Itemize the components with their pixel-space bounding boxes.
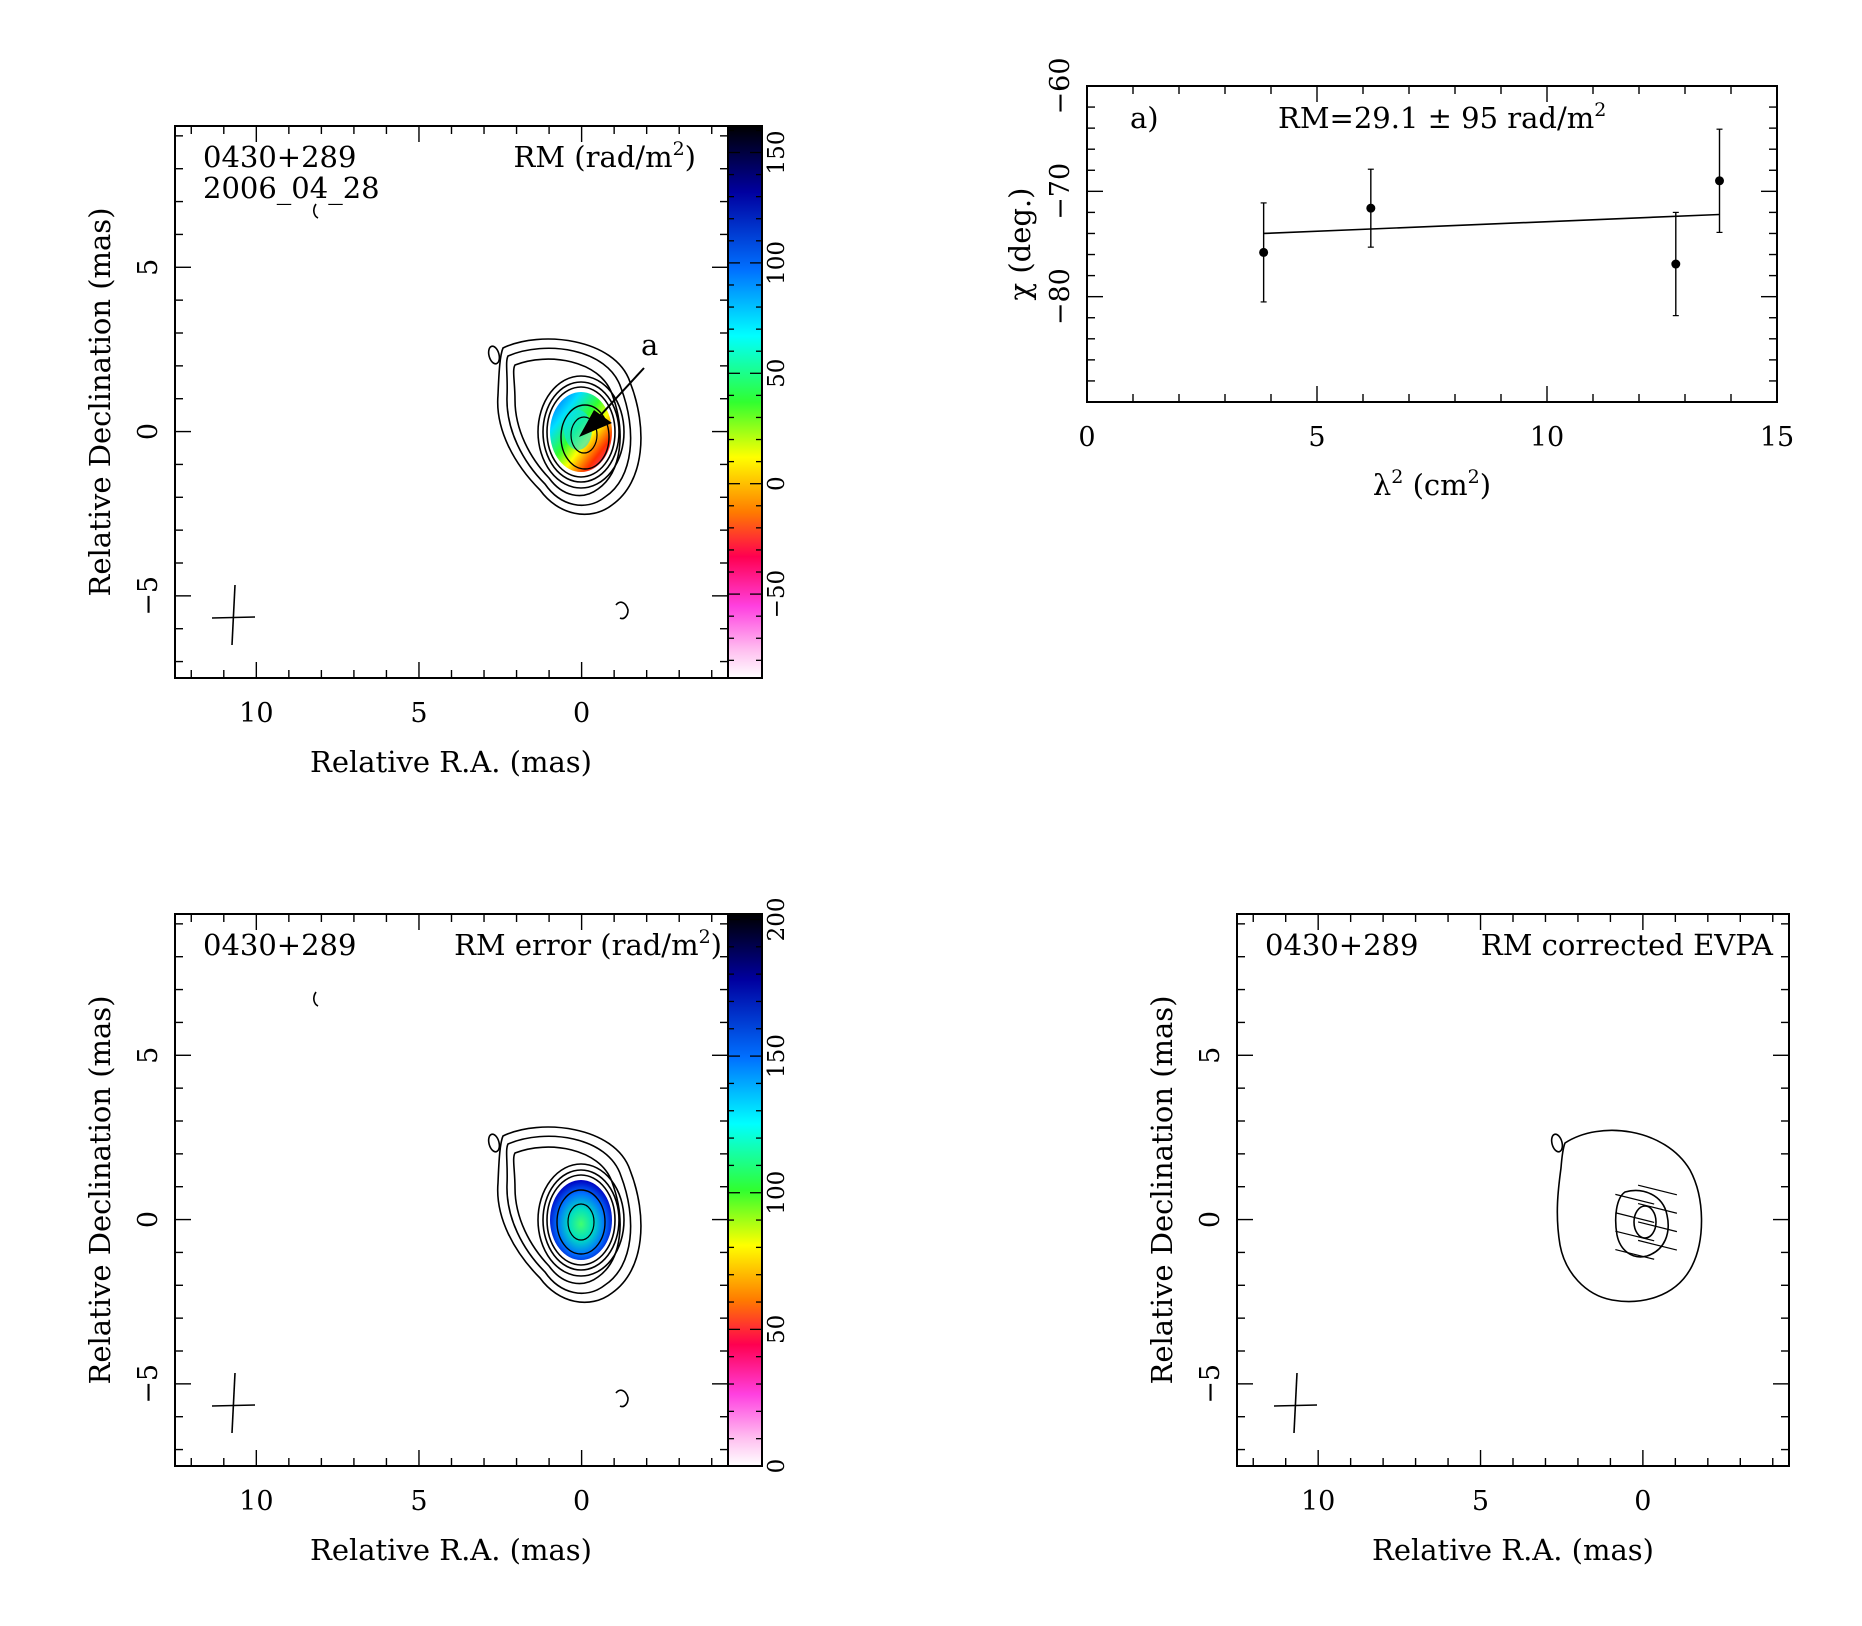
- rm-fit-label: a): [1130, 101, 1159, 135]
- data-point: [1715, 176, 1724, 186]
- rm-map-color-region: [550, 392, 612, 472]
- rm-fit-frame: [1086, 85, 1778, 403]
- rm-fit-points: [1259, 128, 1724, 317]
- x-tick-label: 0: [573, 698, 590, 729]
- rm-map-title: RM (rad/m2): [514, 138, 696, 174]
- region-a-label: a: [641, 328, 658, 362]
- evpa-map-beam: [1273, 1372, 1318, 1434]
- rm-map-colorbar: −50 0 50 100 150: [727, 125, 790, 679]
- y-tick-label: 0: [133, 423, 164, 440]
- rm-fit-xlabel: λ2 (cm2): [1373, 466, 1491, 502]
- colorbar-tick-label: 0: [764, 1459, 790, 1474]
- colorbar-tick-label: 50: [764, 1315, 790, 1344]
- y-tick-label: −5: [133, 1364, 164, 1404]
- evpa-map-panel: 10 5 0 −5 0 5 0430+289 RM corrected EVPA Rela…: [1145, 913, 1790, 1567]
- y-tick-label: −60: [1045, 58, 1076, 115]
- y-tick-label: 5: [133, 1047, 164, 1064]
- x-tick-label: 10: [1530, 422, 1564, 453]
- rm-fit-ylabel: χ (deg.): [1003, 188, 1037, 301]
- x-tick-label: 10: [239, 698, 273, 729]
- colorbar-tick-label: 0: [764, 476, 790, 491]
- evpa-map-ticks: 10 5 0 −5 0 5: [1195, 914, 1789, 1517]
- evpa-vector: [1637, 1221, 1678, 1233]
- rm-fit-annotation: RM=29.1 ± 95 rad/m2: [1278, 99, 1606, 135]
- y-tick-label: 5: [133, 259, 164, 276]
- y-tick-label: −5: [133, 576, 164, 616]
- evpa-vector: [1615, 1248, 1655, 1260]
- rm-map-ylabel: Relative Declination (mas): [83, 207, 117, 596]
- rm-error-map-ticks: 10 5 0 −5 0 5: [133, 914, 728, 1517]
- colorbar-tick-label: 100: [764, 1171, 790, 1215]
- x-tick-label: 10: [1301, 1486, 1335, 1517]
- evpa-vector: [1615, 1212, 1655, 1224]
- x-tick-label: 0: [1634, 1486, 1651, 1517]
- rm-map-frame: [174, 125, 729, 679]
- evpa-map-title: RM corrected EVPA: [1481, 928, 1774, 962]
- y-tick-label: −70: [1045, 163, 1076, 220]
- evpa-map-xlabel: Relative R.A. (mas): [1372, 1533, 1654, 1567]
- data-point: [1366, 203, 1376, 213]
- y-tick-label: 0: [133, 1211, 164, 1228]
- rm-error-map-source-label: 0430+289: [203, 928, 356, 962]
- x-tick-label: 10: [239, 1486, 273, 1517]
- rm-error-map-colorbar: 0 50 100 150 200: [727, 898, 790, 1474]
- evpa-vector: [1637, 1184, 1678, 1196]
- rm-error-map-frame: [174, 913, 729, 1467]
- evpa-map-ylabel: Relative Declination (mas): [1145, 995, 1179, 1384]
- colorbar-tick-label: 100: [764, 241, 790, 285]
- evpa-vector: [1615, 1230, 1655, 1242]
- evpa-vector: [1637, 1202, 1678, 1214]
- x-tick-label: 5: [410, 1486, 427, 1517]
- data-point: [1671, 259, 1681, 269]
- evpa-vectors: [1615, 1184, 1678, 1260]
- colorbar-tick-label: 150: [764, 1034, 790, 1078]
- rm-error-map-colorbar-fill: [728, 914, 762, 1466]
- rm-map-source-label: 0430+289: [203, 140, 356, 174]
- rm-map-xlabel: Relative R.A. (mas): [310, 745, 592, 779]
- x-tick-label: 5: [1308, 422, 1325, 453]
- x-tick-label: 0: [573, 1486, 590, 1517]
- fit-line: [1263, 213, 1720, 235]
- y-tick-label: 5: [1195, 1047, 1226, 1064]
- rm-error-map-title: RM error (rad/m2): [454, 926, 722, 962]
- y-tick-label: −80: [1045, 268, 1076, 325]
- rm-fit-panel: 0 5 10 15 −80 −70 −60 a) RM=29.1 ± 95 rad/m2 λ…: [1003, 58, 1794, 502]
- rm-map-ticks: 10 5 0 −5 0 5: [133, 126, 728, 729]
- evpa-vector: [1615, 1193, 1655, 1205]
- rm-error-map-xlabel: Relative R.A. (mas): [310, 1533, 592, 1567]
- rm-map-epoch-label: 2006_04_28: [203, 171, 380, 206]
- rm-error-map-contours: [313, 991, 642, 1408]
- x-tick-label: 5: [1472, 1486, 1489, 1517]
- rm-fit-ticks: 0 5 10 15 −80 −70 −60: [1045, 58, 1794, 453]
- evpa-vector: [1637, 1239, 1678, 1251]
- y-tick-label: 0: [1195, 1211, 1226, 1228]
- x-tick-label: 5: [410, 698, 427, 729]
- y-tick-label: −5: [1195, 1364, 1226, 1404]
- evpa-map-source-label: 0430+289: [1265, 928, 1418, 962]
- rm-error-color-region: [550, 1180, 612, 1260]
- x-tick-label: 0: [1078, 422, 1095, 453]
- evpa-map-frame: [1236, 913, 1790, 1467]
- rm-error-map-ylabel: Relative Declination (mas): [83, 995, 117, 1384]
- rm-error-map-panel: 10 5 0−505 0430+289 RM error (rad/m2) Rela…: [83, 898, 790, 1567]
- colorbar-tick-label: 200: [764, 898, 790, 942]
- colorbar-tick-label: −50: [764, 570, 790, 619]
- colorbar-tick-label: 150: [764, 131, 790, 175]
- rm-map-contours: [313, 203, 642, 620]
- rm-map-panel: 10 5 0−505 a 0430+289 2006_04_2: [83, 125, 790, 779]
- rm-error-map-beam: [211, 1372, 256, 1434]
- region-a-arrow: [579, 367, 645, 437]
- x-tick-label: 15: [1760, 422, 1794, 453]
- data-point: [1259, 247, 1269, 257]
- colorbar-tick-label: 50: [764, 359, 790, 388]
- rm-map-beam: [211, 584, 256, 646]
- rm-map-colorbar-fill: [728, 126, 762, 678]
